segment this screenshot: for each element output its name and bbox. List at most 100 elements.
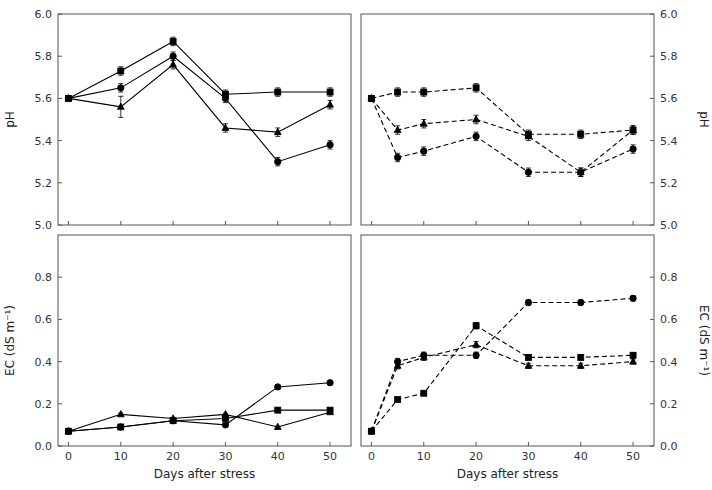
x-tick: [476, 221, 477, 225]
x-axis-label: Days after stress: [154, 467, 255, 481]
error-bar: [421, 352, 426, 358]
x-tick: [173, 221, 174, 225]
point: [368, 428, 374, 434]
y-tick-label: 5.2: [660, 177, 678, 190]
point: [421, 352, 427, 358]
error-bar: [395, 153, 400, 161]
error-cap: [328, 87, 333, 88]
point: [274, 423, 281, 429]
panel: 010203040500.00.20.40.60.8EC (dS m⁻¹)Day…: [3, 235, 351, 481]
error-bar: [328, 141, 333, 149]
plot-frame: [361, 235, 654, 446]
error-bar: [474, 115, 479, 123]
error-cap: [421, 87, 426, 88]
point: [65, 95, 72, 101]
x-tick-label: 0: [65, 450, 72, 463]
point: [473, 323, 479, 329]
figure: 5.05.25.45.65.86.0pH5.05.25.45.65.86.0pH…: [0, 0, 712, 490]
error-cap: [631, 144, 636, 145]
y-axis-label: EC (dS m⁻¹): [697, 305, 711, 376]
y-tick-label: 0.4: [35, 356, 53, 369]
error-cap: [118, 92, 123, 93]
x-tick-label: 50: [626, 450, 640, 463]
x-tick-label: 50: [323, 450, 337, 463]
x-axis-label: Days after stress: [457, 467, 558, 481]
error-cap: [171, 68, 176, 69]
panel: 5.05.25.45.65.86.0pH: [3, 8, 351, 232]
x-tick: [476, 442, 477, 446]
x-tick: [423, 221, 424, 225]
error-cap: [328, 108, 333, 109]
series: [368, 295, 636, 434]
series: [368, 341, 636, 434]
error-cap: [275, 157, 280, 158]
series-line: [68, 56, 330, 162]
error-bar: [578, 355, 583, 360]
error-cap: [578, 176, 583, 177]
point: [525, 169, 531, 175]
error-cap: [171, 60, 176, 61]
point: [65, 428, 71, 434]
y-tick: [58, 182, 62, 183]
point: [473, 133, 479, 139]
error-cap: [474, 83, 479, 84]
series-line: [371, 326, 633, 432]
point: [630, 358, 637, 364]
series: [65, 407, 333, 434]
y-tick-label: 5.8: [660, 50, 678, 63]
y-tick: [650, 98, 654, 99]
series: [65, 60, 333, 136]
error-cap: [118, 117, 123, 118]
series-line: [68, 65, 330, 133]
x-tick-label: 30: [521, 450, 535, 463]
point: [630, 126, 637, 132]
point: [275, 159, 281, 165]
error-bar: [395, 358, 400, 364]
error-cap: [421, 146, 426, 147]
x-tick: [68, 442, 69, 446]
error-bar: [631, 145, 636, 153]
x-tick: [371, 221, 372, 225]
point: [327, 380, 333, 386]
x-tick: [68, 221, 69, 225]
error-cap: [526, 130, 531, 131]
series-line: [68, 41, 330, 98]
point: [421, 390, 427, 396]
point: [117, 411, 124, 417]
point: [368, 427, 375, 433]
error-bar: [118, 84, 123, 92]
point: [578, 169, 584, 175]
series-line: [371, 345, 633, 432]
x-tick-label: 40: [271, 450, 285, 463]
y-tick: [650, 319, 654, 320]
y-tick: [650, 361, 654, 362]
error-cap: [395, 153, 400, 154]
plot-frame: [361, 14, 654, 225]
series-line: [68, 383, 330, 432]
error-bar: [578, 168, 583, 176]
error-bar: [421, 147, 426, 155]
x-tick: [633, 221, 634, 225]
error-bar: [328, 88, 333, 96]
error-bar: [631, 296, 636, 301]
error-cap: [223, 89, 228, 90]
panel: 010203040500.00.20.40.60.8EC (dS m⁻¹)Day…: [361, 235, 711, 481]
y-tick: [58, 361, 62, 362]
y-tick: [58, 277, 62, 278]
point: [65, 428, 71, 434]
y-tick: [650, 182, 654, 183]
y-tick: [650, 14, 654, 15]
plot-area: [368, 295, 636, 434]
point: [368, 95, 374, 101]
x-tick-label: 40: [574, 450, 588, 463]
y-tick-label: 0.4: [660, 356, 678, 369]
point: [420, 120, 427, 126]
error-cap: [171, 37, 176, 38]
error-bar: [578, 130, 583, 138]
point: [117, 103, 124, 109]
x-tick: [277, 221, 278, 225]
error-bar: [118, 67, 123, 75]
y-tick-label: 0.0: [660, 440, 678, 453]
y-tick-label: 5.4: [35, 135, 53, 148]
error-cap: [631, 134, 636, 135]
